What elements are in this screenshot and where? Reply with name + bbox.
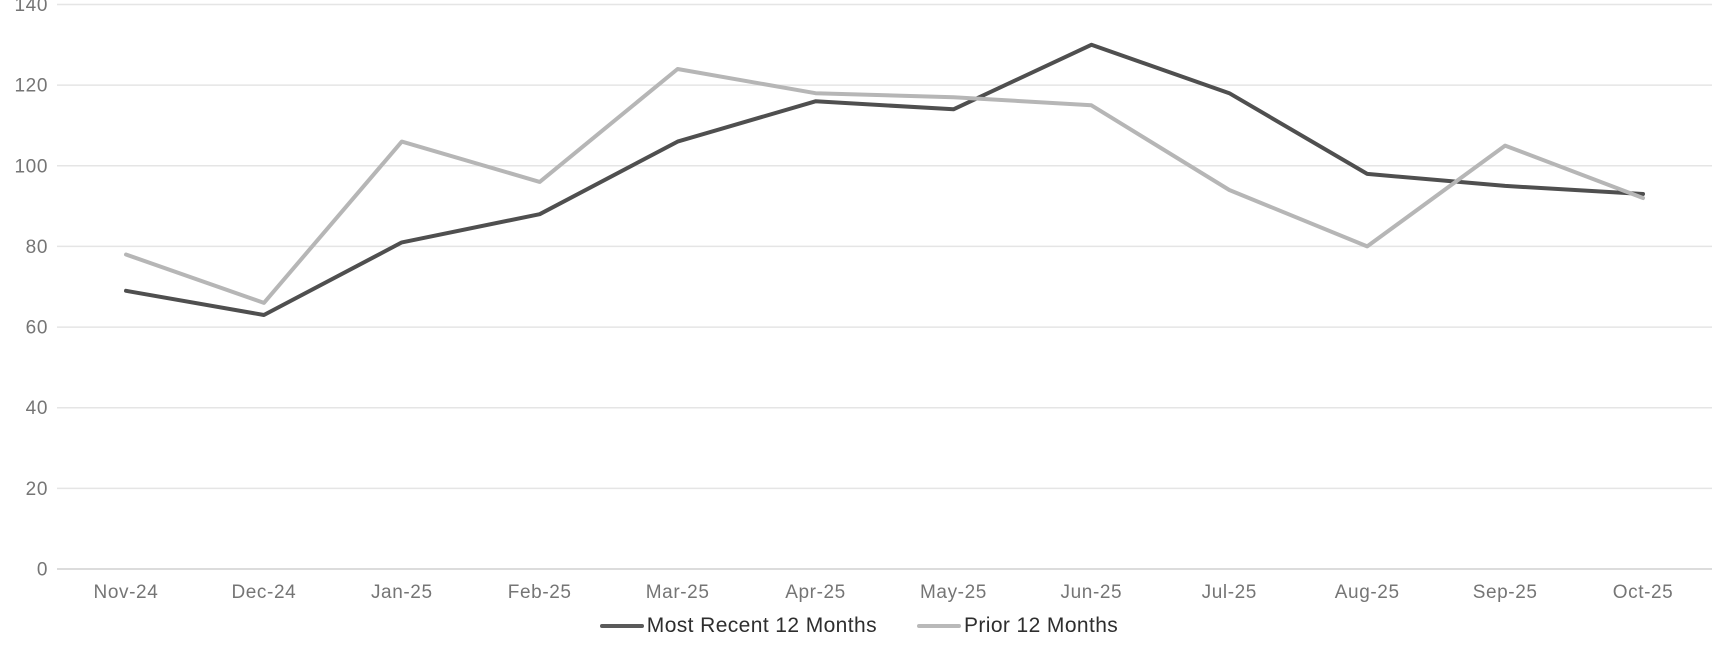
- legend-item-prior-12-months: Prior 12 Months: [916, 614, 1119, 638]
- x-axis-tick-label: Sep-25: [1473, 582, 1538, 603]
- legend-label-most-recent: Most Recent 12 Months: [646, 614, 877, 637]
- x-axis-tick-label: Feb-25: [508, 582, 572, 603]
- x-axis-tick-label: Aug-25: [1335, 582, 1400, 603]
- x-axis-tick-label: Jun-25: [1061, 582, 1123, 603]
- series-line-prior-12-months: [124, 67, 1645, 305]
- x-axis-tick-label: Mar-25: [646, 582, 710, 603]
- y-axis-tick-label: 100: [14, 156, 48, 177]
- legend-swatch-prior-icon: [916, 624, 961, 628]
- y-axis-tick-label: 60: [26, 318, 48, 339]
- y-axis-tick-label: 80: [26, 237, 48, 258]
- y-axis-tick-label: 0: [37, 560, 48, 581]
- x-axis-tick-label: Oct-25: [1613, 582, 1674, 603]
- series-line-most-recent-12-months: [124, 42, 1645, 317]
- legend-item-most-recent-12-months: Most Recent 12 Months: [599, 614, 877, 638]
- y-axis-tick-label: 120: [14, 76, 48, 97]
- x-axis-tick-label: Jan-25: [371, 582, 433, 603]
- x-axis-tick-label: May-25: [920, 582, 987, 603]
- y-axis-tick-label: 20: [26, 479, 48, 500]
- legend-label-prior: Prior 12 Months: [963, 614, 1119, 637]
- legend-swatch-most-recent-icon: [599, 624, 644, 628]
- y-axis-tick-label: 140: [14, 0, 48, 16]
- chart-plot-area: 0 20 40 60 80 100 120 140 Nov-24 Dec-24 Jan-25 Feb-…: [14, 0, 1712, 603]
- x-axis-tick-label: Nov-24: [94, 582, 159, 603]
- x-axis-tick-label: Jul-25: [1202, 582, 1257, 603]
- chart-legend: Most Recent 12 Months Prior 12 Months: [0, 606, 1718, 646]
- y-axis-tick-label: 40: [26, 398, 48, 419]
- x-axis-tick-label: Apr-25: [785, 582, 846, 603]
- x-axis-tick-label: Dec-24: [231, 582, 296, 603]
